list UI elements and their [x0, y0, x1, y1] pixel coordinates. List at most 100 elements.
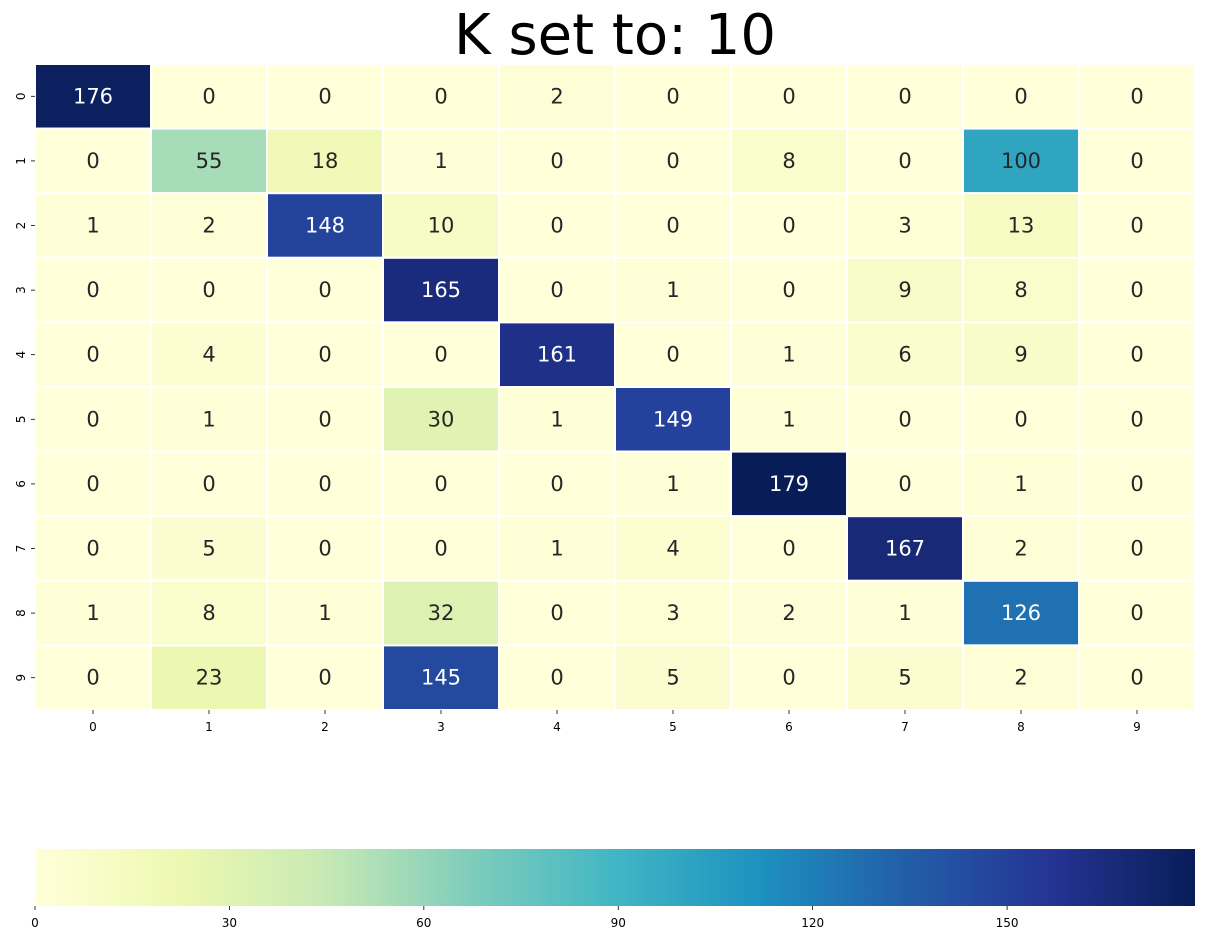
x-tick-label: 0 [89, 720, 97, 734]
cell-value-label: 0 [434, 472, 447, 496]
cell-value-label: 0 [86, 472, 99, 496]
cell-value-label: 1 [550, 537, 563, 561]
heatmap-cell [1078, 321, 1196, 388]
cell-value-label: 0 [666, 149, 679, 173]
x-tick-label: 2 [321, 720, 329, 734]
cell-value-label: 2 [1014, 666, 1027, 690]
cell-value-label: 1 [550, 407, 563, 431]
colorbar-tick-label: 0 [31, 916, 39, 930]
heatmap-cell [1078, 450, 1196, 518]
heatmap-cell [614, 515, 732, 582]
cell-value-label: 0 [782, 537, 795, 561]
cell-value-label: 2 [782, 601, 795, 625]
cell-value-label: 0 [86, 278, 99, 302]
cell-value-label: 5 [898, 666, 911, 690]
cell-value-label: 0 [550, 214, 563, 238]
cell-value-label: 179 [769, 472, 809, 496]
heatmap-cell [498, 386, 616, 453]
heatmap-cell [382, 386, 500, 453]
y-tick-label: 1 [14, 157, 28, 165]
cell-value-label: 0 [1014, 84, 1027, 108]
y-tick-label: 0 [14, 92, 28, 100]
cell-value-label: 1 [318, 601, 331, 625]
cell-value-label: 0 [1014, 407, 1027, 431]
cell-value-label: 0 [318, 84, 331, 108]
cell-value-label: 176 [73, 84, 113, 108]
cell-value-label: 9 [1014, 343, 1027, 367]
cell-value-label: 1 [202, 407, 215, 431]
cell-value-label: 0 [898, 407, 911, 431]
heatmap-cell [614, 321, 732, 388]
heatmap-cell [1078, 192, 1196, 259]
heatmap-cell [1078, 579, 1196, 647]
heatmap-cell [1078, 644, 1196, 712]
cell-value-label: 23 [196, 666, 223, 690]
heatmap-cell [846, 192, 964, 259]
cell-value-label: 0 [1130, 214, 1143, 238]
heatmap-cell [34, 644, 152, 712]
cell-value-label: 149 [653, 407, 693, 431]
cell-value-label: 0 [550, 472, 563, 496]
x-tick-label: 4 [553, 720, 561, 734]
heatmap-cell [962, 579, 1080, 647]
heatmap-cell [498, 579, 616, 647]
cell-value-label: 0 [1130, 472, 1143, 496]
heatmap-cell [266, 579, 384, 647]
cell-value-label: 4 [666, 537, 679, 561]
cell-value-label: 1 [898, 601, 911, 625]
cell-value-label: 0 [898, 472, 911, 496]
cell-value-label: 2 [550, 84, 563, 108]
cell-value-label: 1 [434, 149, 447, 173]
heatmap-cell [614, 256, 732, 324]
heatmap-cell [730, 256, 848, 324]
y-tick-label: 2 [14, 222, 28, 230]
cell-value-label: 145 [421, 666, 461, 690]
cell-value-label: 0 [202, 84, 215, 108]
colorbar-tick-label: 120 [801, 916, 824, 930]
heatmap-cell [730, 127, 848, 195]
cell-value-label: 3 [898, 214, 911, 238]
cell-value-label: 3 [666, 601, 679, 625]
heatmap-cell [846, 515, 964, 582]
cell-value-label: 2 [1014, 537, 1027, 561]
heatmap-cell [1078, 515, 1196, 582]
cell-value-label: 5 [666, 666, 679, 690]
cell-value-label: 0 [1130, 407, 1143, 431]
heatmap-cell [498, 321, 616, 388]
heatmap-cell [846, 450, 964, 518]
cell-value-label: 0 [666, 84, 679, 108]
cell-value-label: 0 [434, 343, 447, 367]
colorbar [35, 849, 1195, 906]
heatmap-cell [730, 515, 848, 582]
colorbar-tick-label: 90 [611, 916, 626, 930]
heatmap-cell [730, 579, 848, 647]
heatmap-cell [150, 192, 268, 259]
heatmap-cell [382, 515, 500, 582]
heatmap-cell [962, 644, 1080, 712]
chart-title: K set to: 10 [454, 3, 776, 68]
heatmap-cell [34, 450, 152, 518]
y-tick-label: 5 [14, 415, 28, 423]
heatmap-cell [150, 63, 268, 130]
cell-value-label: 0 [86, 666, 99, 690]
cell-value-label: 1 [1014, 472, 1027, 496]
cell-value-label: 0 [782, 214, 795, 238]
cell-value-label: 0 [1130, 537, 1143, 561]
cell-value-label: 32 [428, 601, 455, 625]
cell-value-label: 13 [1008, 214, 1035, 238]
cell-value-label: 100 [1001, 149, 1041, 173]
y-tick-label: 4 [14, 351, 28, 359]
cell-value-label: 2 [202, 214, 215, 238]
heatmap-cell [962, 192, 1080, 259]
heatmap-cell [614, 386, 732, 453]
cell-value-label: 0 [782, 84, 795, 108]
cell-value-label: 30 [428, 407, 455, 431]
heatmap-cell [730, 450, 848, 518]
cell-value-label: 0 [1130, 666, 1143, 690]
x-tick-label: 1 [205, 720, 213, 734]
cell-value-label: 0 [202, 472, 215, 496]
y-tick-label: 7 [14, 545, 28, 553]
cell-value-label: 10 [428, 214, 455, 238]
heatmap-cell [730, 321, 848, 388]
heatmap-cell [498, 515, 616, 582]
